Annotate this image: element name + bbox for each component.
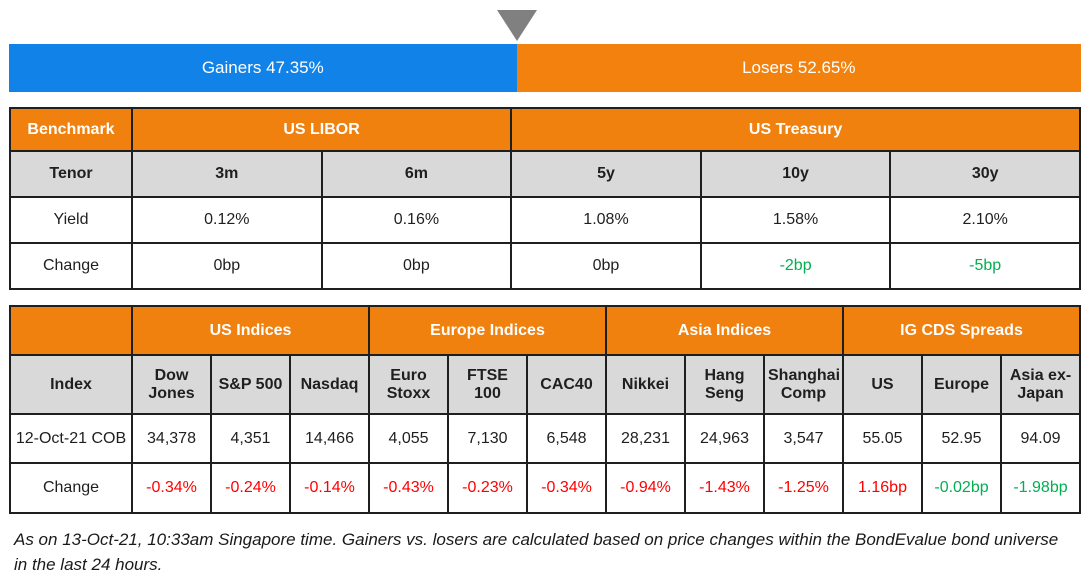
index-name-cell: CAC40 <box>526 354 607 415</box>
index-change-cell: -0.23% <box>447 462 528 514</box>
losers-segment: Losers 52.65% <box>516 44 1081 92</box>
index-name-cell: Dow Jones <box>131 354 212 415</box>
europe-indices-group-header: Europe Indices <box>368 305 607 356</box>
tenor-cell: 6m <box>320 150 513 198</box>
cds-change-cell: -1.98bp <box>1000 462 1081 514</box>
index-value-cell: 14,466 <box>289 413 370 464</box>
benchmark-corner-header: Benchmark <box>9 107 133 152</box>
us-treasury-group-header: US Treasury <box>510 107 1081 152</box>
indices-table: US Indices Europe Indices Asia Indices I… <box>9 305 1081 514</box>
yield-cell: 0.12% <box>131 196 323 244</box>
indices-corner-header <box>9 305 133 356</box>
cob-row-label: 12-Oct-21 COB <box>9 413 133 464</box>
index-name-cell: S&P 500 <box>210 354 291 415</box>
index-value-cell: 7,130 <box>447 413 528 464</box>
index-name-cell: Nasdaq <box>289 354 370 415</box>
losers-label: Losers 52.65% <box>742 58 856 77</box>
change-cell: 0bp <box>320 242 513 290</box>
tenor-cell: 5y <box>510 150 702 198</box>
index-name-cell: Shanghai Comp <box>763 354 844 415</box>
marker-zone <box>0 0 1090 44</box>
index-name-cell: FTSE 100 <box>447 354 528 415</box>
yield-cell: 0.16% <box>320 196 513 244</box>
index-change-cell: -0.43% <box>368 462 449 514</box>
change-cell: -5bp <box>889 242 1081 290</box>
change-cell: 0bp <box>131 242 323 290</box>
us-indices-group-header: US Indices <box>131 305 370 356</box>
index-value-cell: 55.05 <box>842 413 923 464</box>
index-value-cell: 3,547 <box>763 413 844 464</box>
index-change-cell: -0.34% <box>131 462 212 514</box>
change-cell: -2bp <box>699 242 892 290</box>
us-libor-group-header: US LIBOR <box>130 107 513 152</box>
yield-cell: 2.10% <box>889 196 1081 244</box>
yield-cell: 1.08% <box>510 196 702 244</box>
index-value-cell: 4,351 <box>210 413 291 464</box>
change-row-label: Change <box>9 462 133 514</box>
index-value-cell: 52.95 <box>921 413 1002 464</box>
asia-indices-group-header: Asia Indices <box>605 305 844 356</box>
index-change-cell: -0.94% <box>605 462 686 514</box>
index-change-cell: -0.14% <box>289 462 370 514</box>
index-name-cell: Asia ex-Japan <box>1000 354 1081 415</box>
change-row-label: Change <box>9 242 133 290</box>
index-value-cell: 24,963 <box>684 413 765 464</box>
index-change-cell: -0.34% <box>526 462 607 514</box>
gainers-segment: Gainers 47.35% <box>9 44 517 92</box>
index-change-cell: -0.24% <box>210 462 291 514</box>
tenor-cell: 30y <box>889 150 1081 198</box>
down-triangle-icon <box>497 10 537 41</box>
index-row-label: Index <box>9 354 133 415</box>
index-value-cell: 28,231 <box>605 413 686 464</box>
index-name-cell: Hang Seng <box>684 354 765 415</box>
index-value-cell: 4,055 <box>368 413 449 464</box>
ig-cds-group-header: IG CDS Spreads <box>842 305 1081 356</box>
cds-change-cell: -0.02bp <box>921 462 1002 514</box>
yield-row-label: Yield <box>9 196 133 244</box>
tenor-cell: 3m <box>131 150 323 198</box>
tenor-row-label: Tenor <box>9 150 133 198</box>
index-name-cell: Nikkei <box>605 354 686 415</box>
index-change-cell: -1.43% <box>684 462 765 514</box>
index-name-cell: US <box>842 354 923 415</box>
gainers-label: Gainers 47.35% <box>201 58 324 77</box>
change-cell: 0bp <box>510 242 702 290</box>
index-value-cell: 34,378 <box>131 413 212 464</box>
footnote: As on 13-Oct-21, 10:33am Singapore time.… <box>14 530 1059 574</box>
index-name-cell: Europe <box>921 354 1002 415</box>
cds-change-cell: 1.16bp <box>842 462 923 514</box>
tenor-cell: 10y <box>699 150 892 198</box>
index-value-cell: 6,548 <box>526 413 607 464</box>
yield-cell: 1.58% <box>699 196 892 244</box>
index-value-cell: 94.09 <box>1000 413 1081 464</box>
benchmark-table: Benchmark US LIBOR US Treasury Tenor 3m … <box>9 107 1081 290</box>
index-change-cell: -1.25% <box>763 462 844 514</box>
gainers-losers-bar: Gainers 47.35% Losers 52.65% <box>9 44 1081 92</box>
index-name-cell: Euro Stoxx <box>368 354 449 415</box>
